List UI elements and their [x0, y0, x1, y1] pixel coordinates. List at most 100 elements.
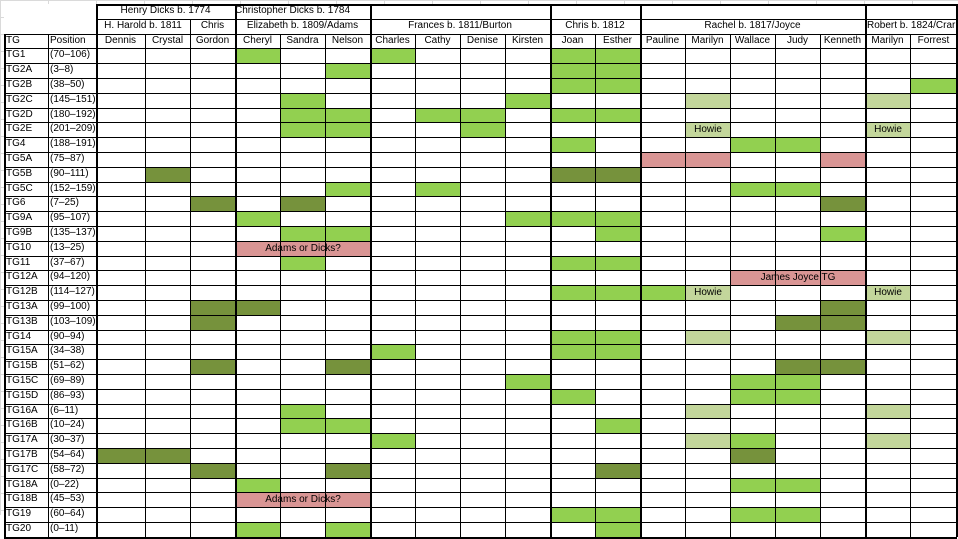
highlight-cell	[371, 345, 415, 360]
tg-label: TG2B	[6, 79, 33, 90]
grid-line	[549, 4, 552, 537]
highlight-cell	[371, 434, 415, 448]
highlight-cell	[551, 508, 595, 522]
highlight-cell	[506, 93, 550, 108]
highlight-cell	[281, 227, 325, 241]
grid-line	[4, 63, 957, 65]
grid-line	[505, 33, 506, 537]
highlight-cell	[641, 286, 685, 300]
highlight-cell	[551, 138, 595, 152]
highlight-cell	[551, 108, 595, 123]
grid-line	[4, 107, 957, 109]
tg-label: TG9A	[6, 212, 33, 224]
highlight-cell	[461, 123, 505, 138]
position-range: (152–159)	[50, 182, 96, 194]
position-range: (3–8)	[50, 64, 74, 76]
tg-label: TG18A	[6, 478, 38, 490]
column-header: Charles	[375, 34, 410, 46]
highlight-cell	[731, 375, 775, 389]
grid-line	[550, 18, 551, 34]
column-header: Marilyn	[691, 34, 724, 46]
highlight-cell	[731, 182, 775, 197]
grid-line	[639, 4, 642, 537]
grid-line	[4, 78, 957, 79]
grid-line	[4, 92, 957, 94]
grid-line	[325, 33, 326, 537]
tg-label: TG2A	[6, 64, 33, 76]
grid-line	[4, 344, 957, 346]
column-header: Judy	[786, 34, 809, 46]
position-range: (145–151)	[50, 93, 96, 105]
highlight-cell	[596, 330, 640, 345]
position-range: (69–89)	[50, 375, 85, 386]
highlight-cell	[596, 345, 640, 360]
highlight-cell	[551, 389, 595, 404]
highlight-cell	[776, 315, 820, 330]
column-header: Sandra	[286, 34, 319, 46]
position-range: (0–22)	[50, 478, 79, 490]
grid-line	[4, 448, 957, 449]
highlight-cell	[551, 49, 595, 64]
highlight-cell	[866, 404, 910, 419]
highlight-cell	[821, 315, 865, 330]
grid-line	[4, 166, 957, 168]
highlight-cell	[731, 478, 775, 493]
tg-label: TG2C	[6, 93, 33, 105]
highlight-cell	[821, 301, 865, 315]
highlight-cell	[731, 449, 775, 463]
grid-line	[4, 403, 957, 405]
grid-line	[864, 4, 867, 537]
highlight-cell	[731, 508, 775, 522]
grid-line	[4, 226, 957, 227]
column-header: Denise	[466, 34, 499, 46]
grid-line	[145, 33, 146, 537]
highlight-cell	[191, 197, 235, 212]
highlight-cell	[281, 419, 325, 434]
tg-label: TG12B	[6, 286, 38, 298]
column-header: Kirsten	[511, 34, 544, 46]
highlight-cell	[596, 108, 640, 123]
highlight-cell: Howie	[866, 123, 910, 138]
highlight-cell	[191, 360, 235, 374]
tg-label: TG5A	[6, 153, 33, 164]
grid-line	[4, 388, 957, 390]
tg-label: TG15B	[6, 360, 38, 372]
tg-label: TG9B	[6, 227, 33, 238]
position-range: (30–37)	[50, 434, 85, 446]
position-range: (188–191)	[50, 138, 96, 150]
grid-line	[96, 4, 957, 6]
highlight-cell	[146, 167, 190, 182]
column-header: Marilyn	[871, 34, 904, 46]
tg-label: TG5C	[6, 182, 33, 194]
grid-line	[4, 418, 957, 420]
tg-label: TG2E	[6, 123, 33, 135]
highlight-cell	[596, 227, 640, 241]
highlight-cell	[596, 167, 640, 182]
highlight-cell	[236, 523, 280, 537]
highlight-cell	[551, 330, 595, 345]
highlight-cell	[776, 508, 820, 522]
grid-line	[865, 18, 866, 34]
tg-label: TG15C	[6, 375, 39, 386]
highlight-cell	[596, 256, 640, 271]
highlight-cell	[821, 153, 865, 167]
tg-label: TG1	[6, 49, 26, 61]
column-header: Nelson	[331, 34, 364, 46]
highlight-cell	[97, 449, 145, 463]
grid-line	[4, 196, 957, 198]
grid-line	[956, 4, 958, 537]
highlight-cell	[326, 227, 370, 241]
grid-line	[190, 33, 191, 537]
grid-line	[4, 137, 957, 139]
tg-label: TG6	[6, 197, 26, 209]
tg-label: TG12A	[6, 271, 38, 283]
position-range: (34–38)	[50, 345, 85, 357]
column-header: Joan	[561, 34, 584, 46]
highlight-cell	[191, 301, 235, 315]
highlight-cell	[686, 434, 730, 448]
highlight-cell	[776, 389, 820, 404]
grid-line	[4, 300, 957, 301]
highlight-cell	[236, 212, 280, 226]
grid-line	[4, 48, 957, 50]
